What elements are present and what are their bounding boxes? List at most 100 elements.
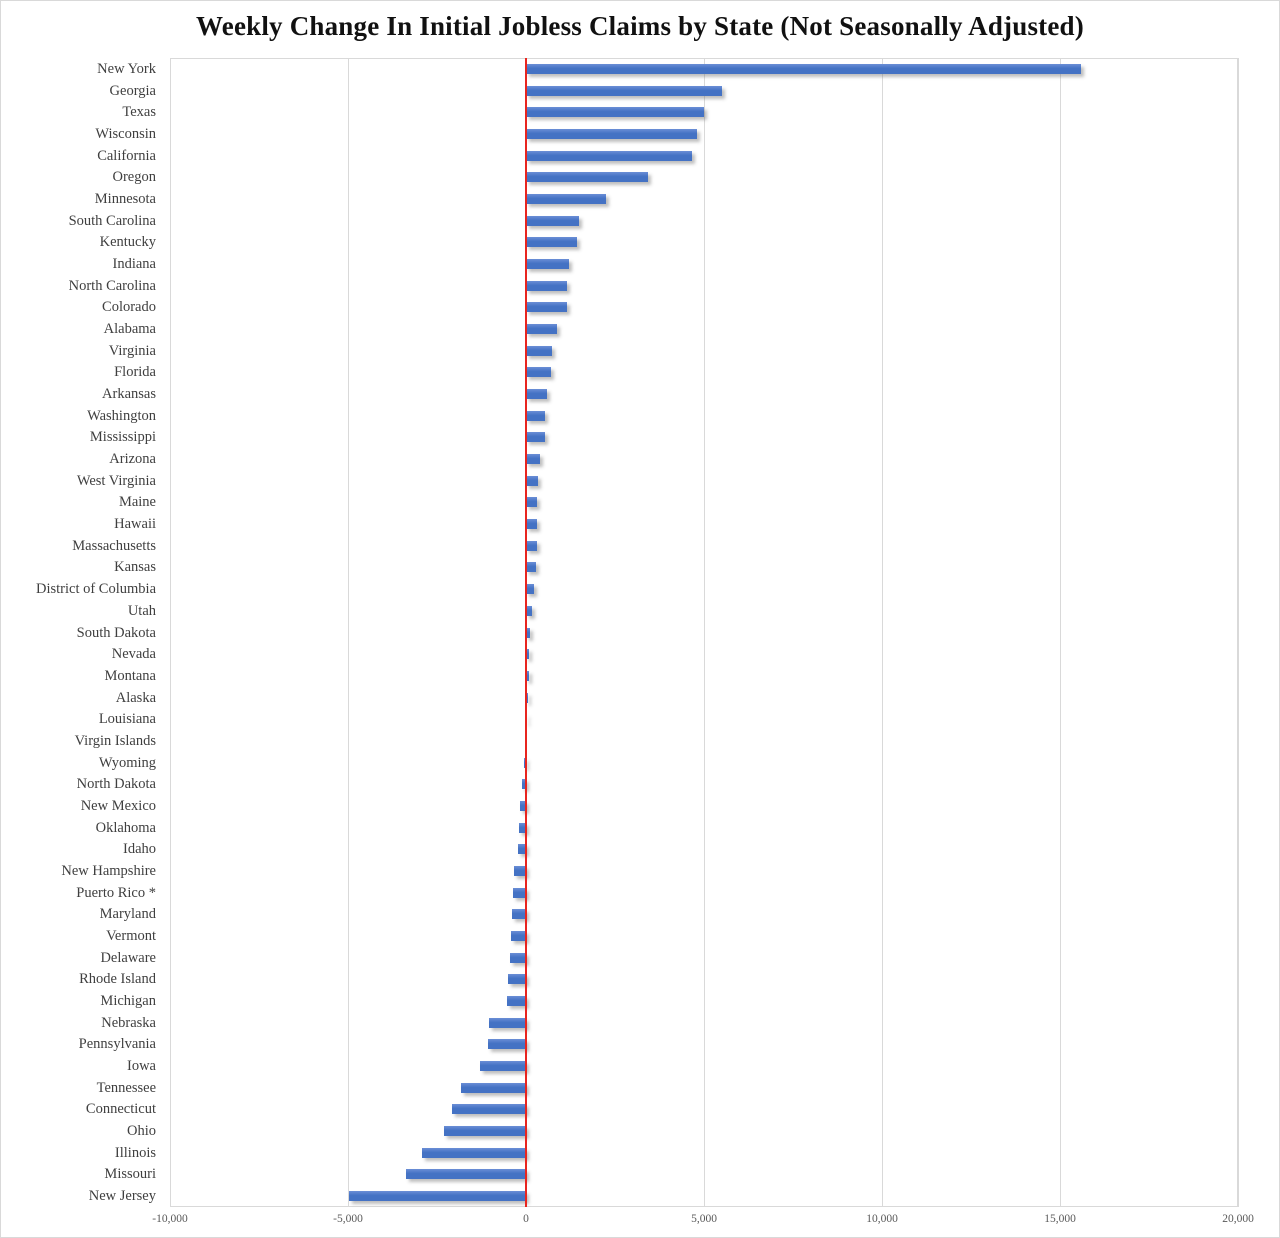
bar-north-carolina — [526, 280, 567, 291]
bar-wyoming — [523, 757, 526, 768]
bar-virginia — [526, 345, 552, 356]
category-label-alabama: Alabama — [103, 320, 156, 337]
bar-alaska — [526, 692, 529, 703]
bar-rhode-island — [508, 974, 526, 985]
category-label-district-of-columbia: District of Columbia — [35, 581, 156, 598]
bar-michigan — [507, 996, 526, 1007]
bar-new-jersey — [348, 1191, 526, 1202]
x-gridline — [169, 58, 171, 1207]
bar-ohio — [444, 1126, 526, 1137]
bar-idaho — [518, 844, 526, 855]
bar-kansas — [526, 562, 536, 573]
category-label-wyoming: Wyoming — [98, 754, 156, 771]
category-label-michigan: Michigan — [100, 993, 156, 1010]
bar-vermont — [511, 931, 526, 941]
bar-massachusetts — [526, 540, 537, 551]
bar-tennessee — [461, 1082, 526, 1093]
x-axis-tick-label: -10,000 — [152, 1213, 188, 1225]
bar-mississippi — [526, 432, 545, 443]
x-axis-tick-label: 5,000 — [691, 1213, 717, 1225]
category-label-mississippi: Mississippi — [89, 429, 156, 446]
bar-new-hampshire — [513, 865, 526, 876]
category-label-virginia: Virginia — [108, 342, 156, 359]
category-label-rhode-island: Rhode Island — [79, 971, 156, 988]
x-gridline — [881, 58, 883, 1207]
category-label-south-dakota: South Dakota — [76, 624, 156, 641]
chart-title: Weekly Change In Initial Jobless Claims … — [196, 11, 1084, 41]
category-label-delaware: Delaware — [100, 949, 156, 966]
category-label-new-hampshire: New Hampshire — [61, 862, 156, 879]
category-label-massachusetts: Massachusetts — [72, 537, 156, 554]
x-axis-tick-label: 10,000 — [866, 1213, 898, 1225]
bar-puerto-rico — [512, 887, 526, 898]
bar-arizona — [526, 454, 541, 465]
category-label-north-dakota: North Dakota — [76, 776, 156, 793]
category-label-colorado: Colorado — [102, 299, 156, 316]
category-label-iowa: Iowa — [127, 1058, 156, 1075]
bar-maine — [526, 497, 538, 508]
bar-hawaii — [526, 519, 538, 530]
bar-texas — [526, 107, 704, 118]
bar-missouri — [406, 1169, 526, 1180]
category-label-nevada: Nevada — [111, 646, 156, 663]
category-label-vermont: Vermont — [106, 928, 156, 944]
bar-florida — [526, 367, 551, 378]
category-label-new-york: New York — [97, 60, 156, 77]
bar-alabama — [526, 323, 557, 334]
bar-delaware — [509, 952, 526, 963]
category-label-south-carolina: South Carolina — [68, 212, 156, 229]
x-axis-tick-label: 20,000 — [1222, 1213, 1254, 1225]
bar-washington — [526, 410, 546, 421]
category-label-maine: Maine — [118, 494, 156, 511]
category-label-arizona: Arizona — [109, 451, 156, 468]
category-label-kansas: Kansas — [114, 559, 156, 576]
category-label-indiana: Indiana — [112, 255, 156, 272]
bar-arkansas — [526, 389, 548, 400]
category-label-alaska: Alaska — [115, 689, 156, 706]
bar-pennsylvania — [488, 1039, 526, 1050]
x-axis-tick-label: 0 — [523, 1213, 529, 1225]
category-label-california: California — [97, 147, 156, 164]
bar-west-virginia — [526, 475, 539, 486]
category-label-north-carolina: North Carolina — [68, 277, 156, 294]
category-label-idaho: Idaho — [122, 841, 156, 858]
bar-wisconsin — [526, 128, 697, 139]
bar-oregon — [526, 172, 649, 183]
bar-connecticut — [452, 1104, 526, 1115]
zero-reference-line — [525, 58, 527, 1207]
category-label-west-virginia: West Virginia — [76, 472, 156, 489]
category-label-georgia: Georgia — [109, 82, 156, 99]
category-label-louisiana: Louisiana — [98, 711, 156, 728]
bar-georgia — [526, 85, 722, 96]
category-label-oklahoma: Oklahoma — [95, 819, 156, 836]
bar-oklahoma — [518, 822, 526, 833]
category-label-texas: Texas — [122, 104, 156, 121]
bar-minnesota — [526, 193, 607, 204]
bar-nebraska — [489, 1017, 526, 1028]
bar-utah — [526, 605, 532, 616]
category-label-tennessee: Tennessee — [96, 1079, 156, 1096]
category-label-new-jersey: New Jersey — [88, 1188, 156, 1205]
bar-south-dakota — [526, 627, 530, 638]
bar-new-mexico — [519, 800, 526, 811]
category-label-pennsylvania: Pennsylvania — [78, 1036, 156, 1053]
x-gridline — [1059, 58, 1061, 1207]
bar-colorado — [526, 302, 567, 313]
category-label-ohio: Ohio — [127, 1123, 156, 1140]
category-label-washington: Washington — [87, 407, 156, 424]
bar-kentucky — [526, 237, 577, 248]
bar-maryland — [512, 909, 526, 920]
x-gridline — [1237, 58, 1239, 1207]
category-label-florida: Florida — [114, 364, 156, 381]
category-label-nebraska: Nebraska — [101, 1014, 156, 1031]
category-label-kentucky: Kentucky — [99, 234, 156, 251]
bar-south-carolina — [526, 215, 579, 226]
category-label-minnesota: Minnesota — [94, 190, 156, 207]
category-label-missouri: Missouri — [104, 1166, 156, 1183]
bar-new-york — [526, 63, 1082, 74]
category-label-virgin-islands: Virgin Islands — [74, 732, 156, 749]
category-label-connecticut: Connecticut — [85, 1101, 156, 1118]
x-gridline — [347, 58, 349, 1207]
category-label-wisconsin: Wisconsin — [95, 125, 156, 142]
